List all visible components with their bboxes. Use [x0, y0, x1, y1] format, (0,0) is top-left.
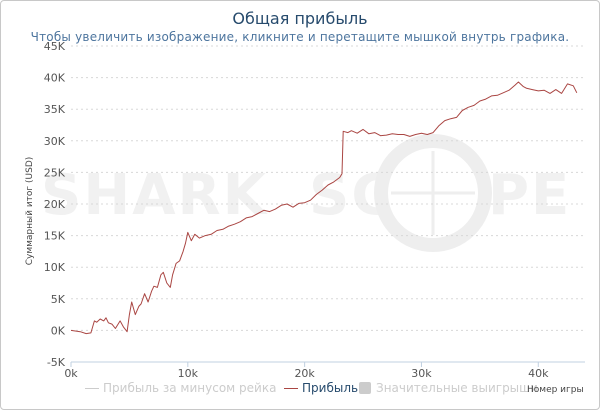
chart-subtitle: Чтобы увеличить изображение, кликните и …: [30, 30, 570, 44]
y-tick-label: 45K: [44, 40, 66, 53]
x-tick-label: 30k: [411, 367, 432, 380]
x-tick-label: 20k: [294, 367, 315, 380]
y-tick-label: 0K: [51, 324, 66, 337]
scope-crosshair-icon: [374, 134, 492, 252]
y-tick-label: 25K: [44, 166, 66, 179]
x-axis: 0k 10k 20k 30k 40k: [64, 361, 585, 380]
series-layer: [70, 81, 578, 335]
series-line-profit[interactable]: [70, 81, 578, 335]
y-tick-label: 10K: [44, 261, 66, 274]
legend: Прибыль за минусом рейка Прибыль Значите…: [1, 381, 599, 397]
chart-title: Общая прибыль: [232, 9, 368, 28]
y-tick-label: 40K: [44, 72, 66, 85]
legend-label-profit: Прибыль: [302, 381, 359, 395]
x-tick-label: 10k: [178, 367, 199, 380]
legend-label-rake-profit: Прибыль за минусом рейка: [103, 381, 277, 395]
y-tick-label: 5K: [51, 293, 66, 306]
y-tick-label: 15K: [44, 230, 66, 243]
legend-marker-rake-profit: [85, 387, 99, 389]
legend-marker-profit: [284, 387, 298, 389]
legend-item-big-wins[interactable]: Значительные выигрыши: [359, 381, 538, 395]
watermark-text-right: PE: [488, 163, 571, 228]
legend-item-profit[interactable]: Прибыль: [284, 381, 358, 395]
y-tick-label: 30K: [44, 135, 66, 148]
legend-item-rake-profit[interactable]: Прибыль за минусом рейка: [85, 381, 276, 395]
watermark-logo: SHARK SC PE: [41, 134, 571, 252]
legend-marker-big-wins: [359, 382, 371, 394]
x-tick-label: 40k: [528, 367, 549, 380]
y-tick-label: 20K: [44, 198, 66, 211]
y-tick-label: 35K: [44, 103, 66, 116]
y-tick-label: -5K: [47, 356, 66, 369]
legend-label-big-wins: Значительные выигрыши: [376, 381, 538, 395]
x-axis-title: Номер игры: [527, 385, 584, 395]
y-axis-title: Суммарный итог (USD): [25, 157, 35, 266]
x-tick-label: 0k: [64, 367, 78, 380]
watermark-text-left: SHARK: [41, 163, 269, 228]
y-axis-ticks: -5K 0K 5K 10K 15K 20K 25K 30K 35K 40K 45K: [44, 40, 66, 369]
